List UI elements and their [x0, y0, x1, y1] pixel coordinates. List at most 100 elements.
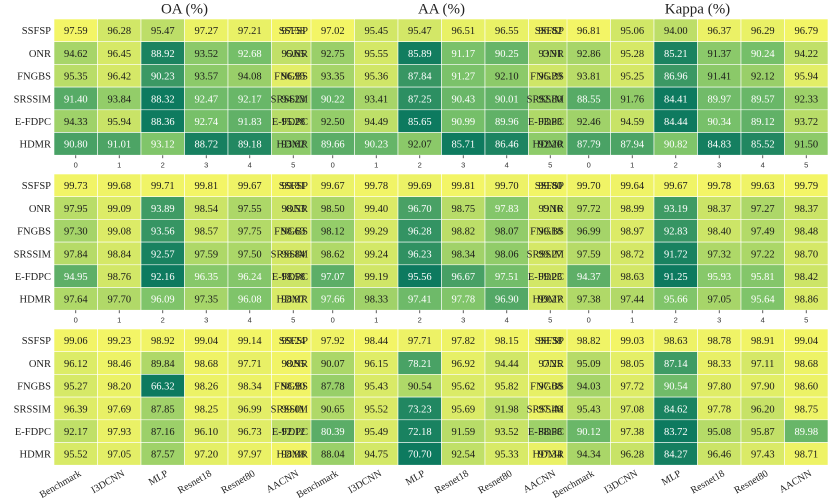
cell-value-label: 96.08 [238, 295, 262, 306]
cell-value-label: 89.18 [238, 140, 262, 151]
cell-value-label: 98.48 [794, 227, 818, 238]
cell-value-label: 99.06 [64, 336, 88, 347]
row-label: HDMR [532, 295, 564, 306]
cell-value-label: 97.55 [238, 204, 262, 215]
x-tick-label: 4 [761, 161, 765, 170]
cell-value-label: 93.19 [664, 204, 688, 215]
cell-value-label: 93.91 [538, 49, 562, 60]
row-label: SSFSP [535, 181, 564, 192]
cell-value-label: 92.57 [151, 249, 175, 260]
cell-value-label: 97.59 [577, 249, 601, 260]
cell-value-label: 94.00 [664, 26, 688, 37]
cell-value-label: 97.43 [751, 450, 775, 461]
cell-value-label: 94.33 [64, 117, 88, 128]
cell-value-label: 92.33 [794, 94, 818, 105]
cell-value-label: 87.84 [408, 72, 432, 83]
cell-value-label: 78.21 [408, 359, 432, 370]
cell-value-label: 92.20 [538, 140, 562, 151]
cell-value-label: 96.28 [620, 450, 644, 461]
cell-value-label: 97.78 [451, 295, 475, 306]
cell-value-label: 86.46 [495, 140, 519, 151]
cell-value-label: 96.15 [364, 359, 388, 370]
cell-value-label: 99.04 [794, 336, 818, 347]
cell-value-label: 73.23 [408, 404, 432, 415]
cell-value-label: 92.07 [408, 140, 432, 151]
cell-value-label: 95.25 [620, 72, 644, 83]
cell-value-label: 90.24 [751, 49, 775, 60]
cell-value-label: 97.20 [194, 450, 218, 461]
cell-value-label: 99.67 [664, 181, 688, 192]
cell-value-label: 95.69 [451, 404, 475, 415]
row-label: HDMR [19, 140, 51, 151]
cell-value-label: 87.85 [151, 404, 175, 415]
cell-value-label: 84.27 [664, 450, 688, 461]
cell-value-label: 98.15 [495, 336, 519, 347]
x-tick-label: 1 [117, 316, 121, 325]
cell-value-label: 86.96 [664, 72, 688, 83]
row-label: ONR [542, 49, 564, 60]
cell-value-label: 90.22 [321, 94, 345, 105]
panel-title: AA (%) [418, 2, 465, 18]
row-label: E-FDPC [272, 427, 308, 438]
x-tick-label: 4 [248, 316, 252, 325]
cell-value-label: 93.12 [151, 140, 175, 151]
cell-value-label: 99.73 [64, 181, 88, 192]
cell-value-label: 90.54 [408, 382, 432, 393]
panel-title: Kappa (%) [665, 2, 730, 18]
cell-value-label: 98.33 [364, 295, 388, 306]
cell-value-label: 98.97 [281, 295, 305, 306]
cell-value-label: 99.81 [194, 181, 218, 192]
row-label: SRSSIM [527, 94, 565, 105]
cell-value-label: 91.41 [707, 72, 731, 83]
cell-value-label: 92.47 [194, 94, 218, 105]
cell-value-label: 97.48 [538, 404, 562, 415]
cell-value-label: 95.36 [364, 72, 388, 83]
cell-value-label: 92.80 [538, 94, 562, 105]
cell-value-label: 94.37 [577, 272, 601, 283]
cell-value-label: 98.82 [451, 227, 475, 238]
x-tick-label: 5 [804, 316, 808, 325]
method-label: Resnet18 [689, 468, 727, 496]
method-label: Resnet18 [176, 468, 214, 496]
cell-value-label: 96.35 [194, 272, 218, 283]
cell-value-label: 96.45 [107, 49, 131, 60]
method-label: Resnet80 [477, 468, 515, 496]
x-tick-label: 3 [204, 316, 208, 325]
x-tick-label: 1 [117, 161, 121, 170]
method-label: Benchmark [295, 468, 340, 498]
x-tick-label: 0 [74, 161, 78, 170]
row-label: ONR [29, 49, 51, 60]
cell-value-label: 95.49 [364, 427, 388, 438]
row-label: SSFSP [22, 26, 51, 37]
cell-value-label: 99.04 [194, 336, 218, 347]
cell-value-label: 97.08 [620, 404, 644, 415]
cell-value-label: 99.67 [321, 181, 345, 192]
cell-value-label: 99.81 [281, 181, 305, 192]
cell-value-label: 94.23 [281, 94, 305, 105]
cell-value-label: 96.90 [495, 295, 519, 306]
cell-value-label: 97.27 [194, 26, 218, 37]
cell-value-label: 97.11 [751, 359, 774, 370]
row-label: HDMR [276, 140, 308, 151]
cell-value-label: 98.78 [707, 336, 731, 347]
cell-value-label: 96.73 [238, 427, 262, 438]
cell-value-label: 84.62 [664, 404, 688, 415]
cell-value-label: 96.82 [538, 26, 562, 37]
cell-value-label: 90.07 [321, 359, 345, 370]
row-label: HDMR [276, 450, 308, 461]
cell-value-label: 95.06 [620, 26, 644, 37]
cell-value-label: 99.69 [408, 181, 432, 192]
x-tick-label: 1 [630, 316, 634, 325]
cell-value-label: 98.92 [151, 336, 175, 347]
cell-value-label: 91.83 [238, 117, 262, 128]
cell-value-label: 95.28 [281, 117, 305, 128]
cell-value-label: 91.76 [620, 94, 644, 105]
cell-value-label: 84.83 [707, 140, 731, 151]
cell-value-label: 98.98 [281, 450, 305, 461]
cell-value-label: 91.59 [451, 427, 475, 438]
row-label: ONR [29, 204, 51, 215]
cell-value-label: 66.32 [151, 382, 175, 393]
cell-value-label: 87.79 [577, 140, 601, 151]
cell-value-label: 96.55 [495, 26, 519, 37]
